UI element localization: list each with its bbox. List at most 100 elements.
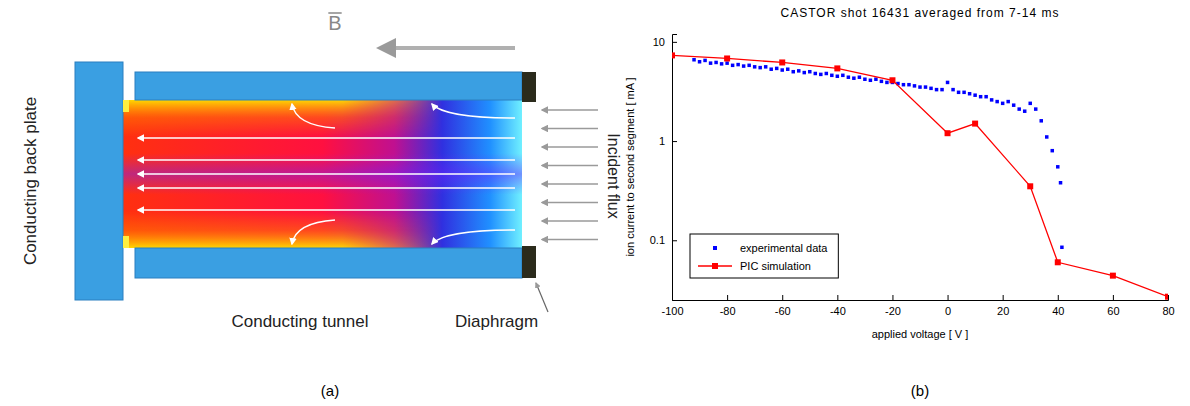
- tick: 40: [1052, 295, 1064, 317]
- marker: [889, 77, 895, 83]
- tick: 60: [1107, 295, 1119, 317]
- marker: [924, 85, 928, 89]
- tick-mark: [782, 295, 783, 300]
- marker: [972, 121, 978, 127]
- flux-arrow: [542, 220, 598, 222]
- marker: [973, 93, 977, 97]
- marker: [775, 67, 779, 71]
- legend-box: [690, 234, 838, 278]
- marker: [1059, 181, 1063, 185]
- marker: [780, 68, 784, 72]
- field-line: [138, 137, 515, 139]
- marker: [869, 79, 873, 83]
- tunnel-wall: [135, 72, 522, 100]
- marker: [769, 67, 773, 71]
- tick-mark: [948, 295, 949, 300]
- marker: [709, 61, 713, 64]
- tick: 0: [945, 295, 951, 317]
- marker: [1034, 107, 1038, 111]
- tick-label: -20: [885, 305, 901, 317]
- marker: [979, 95, 983, 99]
- marker: [786, 67, 790, 71]
- x-axis: -100-80-60-40-20020406080: [661, 295, 1174, 317]
- marker: [929, 87, 933, 91]
- flux-arrow: [542, 128, 598, 130]
- diaphragm: [522, 72, 536, 102]
- label: Conducting tunnel: [231, 312, 368, 331]
- marker: [918, 85, 922, 89]
- marker: [1027, 183, 1033, 189]
- marker: [1028, 102, 1032, 106]
- marker: [1060, 246, 1064, 250]
- tick-label: 40: [1052, 305, 1064, 317]
- legend-label: experimental data: [740, 242, 828, 254]
- tick-mark: [1113, 295, 1114, 300]
- label: Diaphragm: [455, 312, 538, 331]
- marker: [713, 246, 717, 250]
- series: [692, 58, 1063, 249]
- back-plate: [75, 62, 123, 300]
- marker: [984, 95, 988, 99]
- marker: [1110, 273, 1116, 279]
- marker: [703, 59, 707, 63]
- y-axis: 0.1110: [650, 35, 677, 301]
- tick-label: -100: [661, 305, 683, 317]
- series: [672, 52, 1168, 299]
- label: Conducting back plate: [21, 97, 40, 265]
- plasma: [123, 100, 522, 248]
- legend-label: PIC simulation: [740, 260, 811, 272]
- tick-mark: [672, 42, 677, 43]
- marker: [990, 98, 994, 102]
- tick: -20: [885, 295, 901, 317]
- panel-b: -100-80-60-40-200204060800.1110CASTOR sh…: [624, 6, 1175, 399]
- field-line: [138, 173, 515, 175]
- tick: 20: [997, 295, 1009, 317]
- marker: [819, 73, 823, 77]
- marker: [791, 70, 795, 74]
- marker: [814, 72, 818, 76]
- figure: BConducting back plateIncident fluxCondu…: [0, 0, 1190, 406]
- tick-label: -40: [830, 305, 846, 317]
- x-axis-title: applied voltage [ V ]: [872, 328, 969, 340]
- plate-edge: [123, 236, 129, 248]
- marker: [1001, 102, 1005, 106]
- field-line: [292, 104, 335, 128]
- marker: [808, 70, 812, 74]
- marker: [1055, 259, 1061, 265]
- flux-arrow: [542, 165, 598, 167]
- marker: [968, 92, 972, 96]
- marker: [747, 64, 751, 68]
- flux-arrow: [542, 146, 598, 148]
- marker: [863, 77, 867, 81]
- overbar: [328, 12, 341, 14]
- tick-label: 80: [1162, 305, 1174, 317]
- tick: 0.1: [650, 234, 677, 246]
- tick-mark: [727, 295, 728, 300]
- marker: [1012, 103, 1016, 107]
- marker: [834, 65, 840, 71]
- tick-mark: [1168, 295, 1169, 300]
- axis-line: [673, 35, 678, 301]
- marker: [913, 84, 917, 88]
- field-line: [138, 187, 515, 189]
- marker: [946, 81, 950, 85]
- tick-mark: [892, 295, 893, 300]
- marker: [1056, 165, 1060, 169]
- tick-mark: [672, 141, 677, 142]
- tick-mark: [672, 240, 677, 241]
- marker: [712, 263, 718, 269]
- marker: [957, 91, 961, 95]
- label: Incident flux: [605, 133, 622, 218]
- field-line: [432, 230, 515, 244]
- marker: [940, 88, 944, 92]
- field-line: [292, 220, 335, 244]
- plasma-core: [123, 100, 522, 248]
- tick-label: 1: [659, 135, 665, 147]
- marker: [951, 88, 955, 92]
- marker: [880, 80, 884, 84]
- marker: [830, 74, 834, 78]
- y-axis-title: ion current to second segment [ mA ]: [624, 77, 636, 256]
- panel-a: BConducting back plateIncident fluxCondu…: [21, 12, 622, 399]
- field-line: [138, 159, 515, 161]
- plate-edge: [123, 100, 129, 112]
